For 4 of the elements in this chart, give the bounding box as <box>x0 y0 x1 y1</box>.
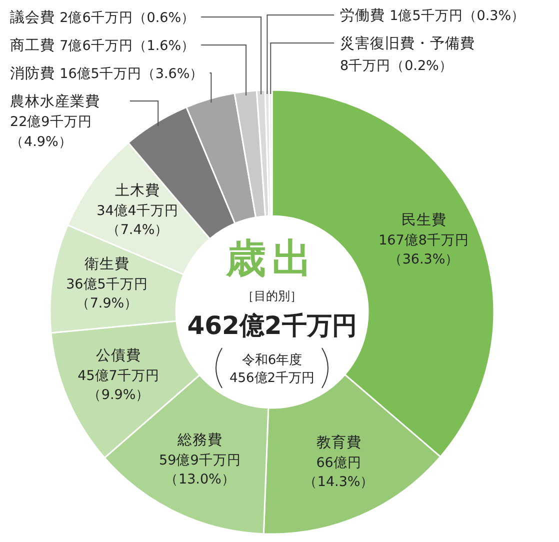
text: 462億2千万円 <box>187 311 357 340</box>
text: ［目的別］ <box>242 289 302 303</box>
text: 令和6年度 456億2千万円 <box>229 352 315 386</box>
text: 歳出 <box>225 236 318 282</box>
